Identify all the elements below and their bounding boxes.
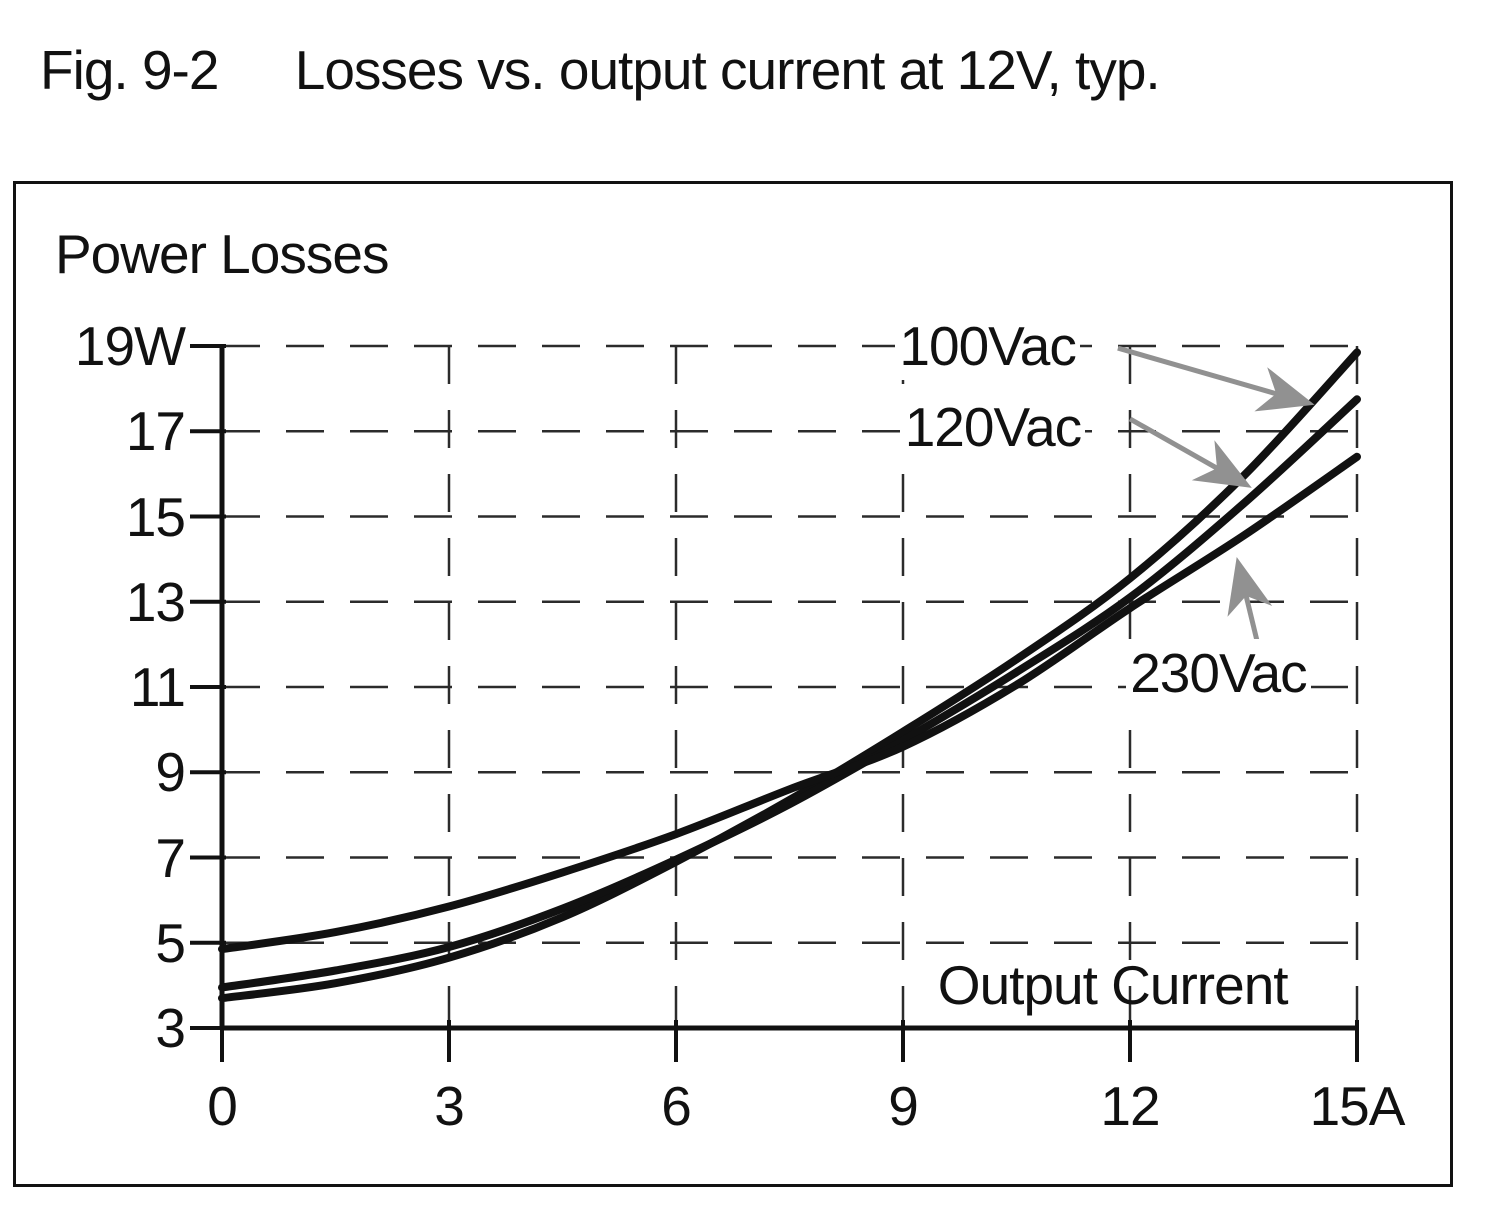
y-tick-label-13: 13 (125, 570, 186, 633)
curve-100vac (218, 348, 1361, 1003)
x-tick-label-12: 12 (1100, 1075, 1160, 1137)
figure-number: Fig. 9-2 (40, 39, 219, 101)
x-tick-label-3: 3 (434, 1075, 465, 1137)
y-tick-label-11: 11 (129, 656, 186, 718)
x-tick-label-15: 15A (1309, 1075, 1406, 1137)
x-axis-title: Output Current (937, 953, 1289, 1016)
curve-120vac (218, 395, 1361, 992)
arrowhead-100vac (1254, 367, 1315, 412)
arrowhead-230vac (1227, 557, 1273, 617)
figure-title-text: Losses vs. output current at 12V, typ. (294, 39, 1161, 101)
arrowhead-120vac (1191, 440, 1252, 488)
y-tick-label-15: 15 (125, 485, 186, 548)
legend-label-100vac: 100Vac (895, 311, 1080, 380)
x-tick-label-9: 9 (888, 1075, 919, 1137)
figure-title: Fig. 9-2 Losses vs. output current at 12… (40, 38, 1161, 102)
y-axis-title: Power Losses (55, 223, 389, 285)
arrow-line-100vac (1117, 345, 1287, 399)
curve-230vac (218, 452, 1361, 954)
legend-label-120vac: 120Vac (900, 392, 1086, 461)
y-tick-label-19: 19W (74, 315, 186, 377)
y-tick-label-7: 7 (155, 826, 186, 889)
x-tick-label-0: 0 (207, 1075, 238, 1137)
y-tick-label-5: 5 (155, 911, 186, 974)
x-tick-label-6: 6 (661, 1075, 692, 1137)
arrow-line-120vac (1128, 416, 1227, 476)
y-tick-label-9: 9 (155, 741, 186, 804)
legend-label-230vac: 230Vac (1126, 639, 1311, 708)
y-tick-label-17: 17 (125, 400, 186, 463)
y-tick-label-3: 3 (155, 997, 186, 1059)
